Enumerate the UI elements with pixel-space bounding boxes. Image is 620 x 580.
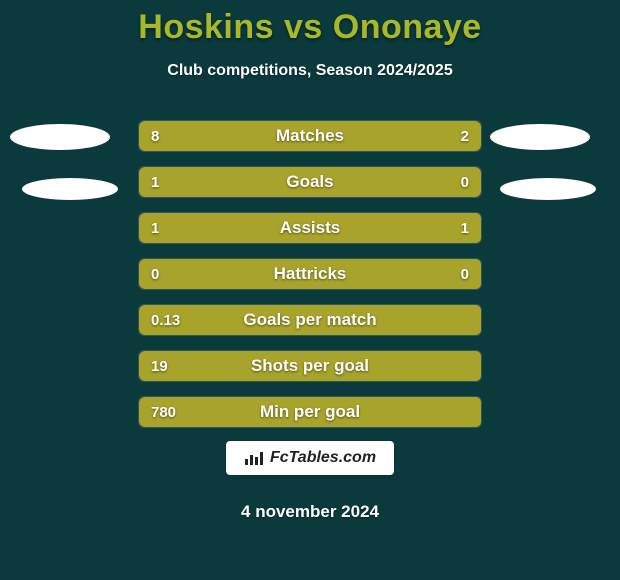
date-caption: 4 november 2024 <box>0 502 620 522</box>
stat-bar-left-fill <box>139 213 481 243</box>
stat-row: Matches82 <box>138 120 482 152</box>
stat-row: Goals10 <box>138 166 482 198</box>
page-title: Hoskins vs Ononaye <box>0 8 620 47</box>
source-badge-text: FcTables.com <box>270 449 376 467</box>
stat-bar-left-fill <box>139 305 481 335</box>
stat-bar-right-fill <box>406 167 481 197</box>
subtitle-text: Club competitions, Season 2024/2025 <box>167 62 452 79</box>
source-badge-wrap: FcTables.com <box>0 441 620 475</box>
stat-bar-right-fill <box>406 121 481 151</box>
stat-bar-left-fill <box>139 259 481 289</box>
comparison-bars: Matches82 Goals10 Assists11 Hattricks00 Goal… <box>138 120 482 442</box>
stat-row: Assists11 <box>138 212 482 244</box>
stat-row: Min per goal780 <box>138 396 482 428</box>
player-placeholder-ellipse <box>490 124 590 150</box>
player-placeholder-ellipse <box>10 124 110 150</box>
stat-bar-left-fill <box>139 167 406 197</box>
stat-bar-left-fill <box>139 351 481 381</box>
stat-bar-left-fill <box>139 397 481 427</box>
stat-bar-left-fill <box>139 121 406 151</box>
chart-icon <box>244 450 264 466</box>
player-placeholder-ellipse <box>500 178 596 200</box>
title-text: Hoskins vs Ononaye <box>138 8 481 46</box>
comparison-infographic: Hoskins vs Ononaye Club competitions, Se… <box>0 0 620 580</box>
stat-row: Goals per match0.13 <box>138 304 482 336</box>
source-badge: FcTables.com <box>226 441 394 475</box>
stat-row: Hattricks00 <box>138 258 482 290</box>
subtitle: Club competitions, Season 2024/2025 <box>0 62 620 80</box>
stat-row: Shots per goal19 <box>138 350 482 382</box>
date-text: 4 november 2024 <box>241 502 379 521</box>
player-placeholder-ellipse <box>22 178 118 200</box>
